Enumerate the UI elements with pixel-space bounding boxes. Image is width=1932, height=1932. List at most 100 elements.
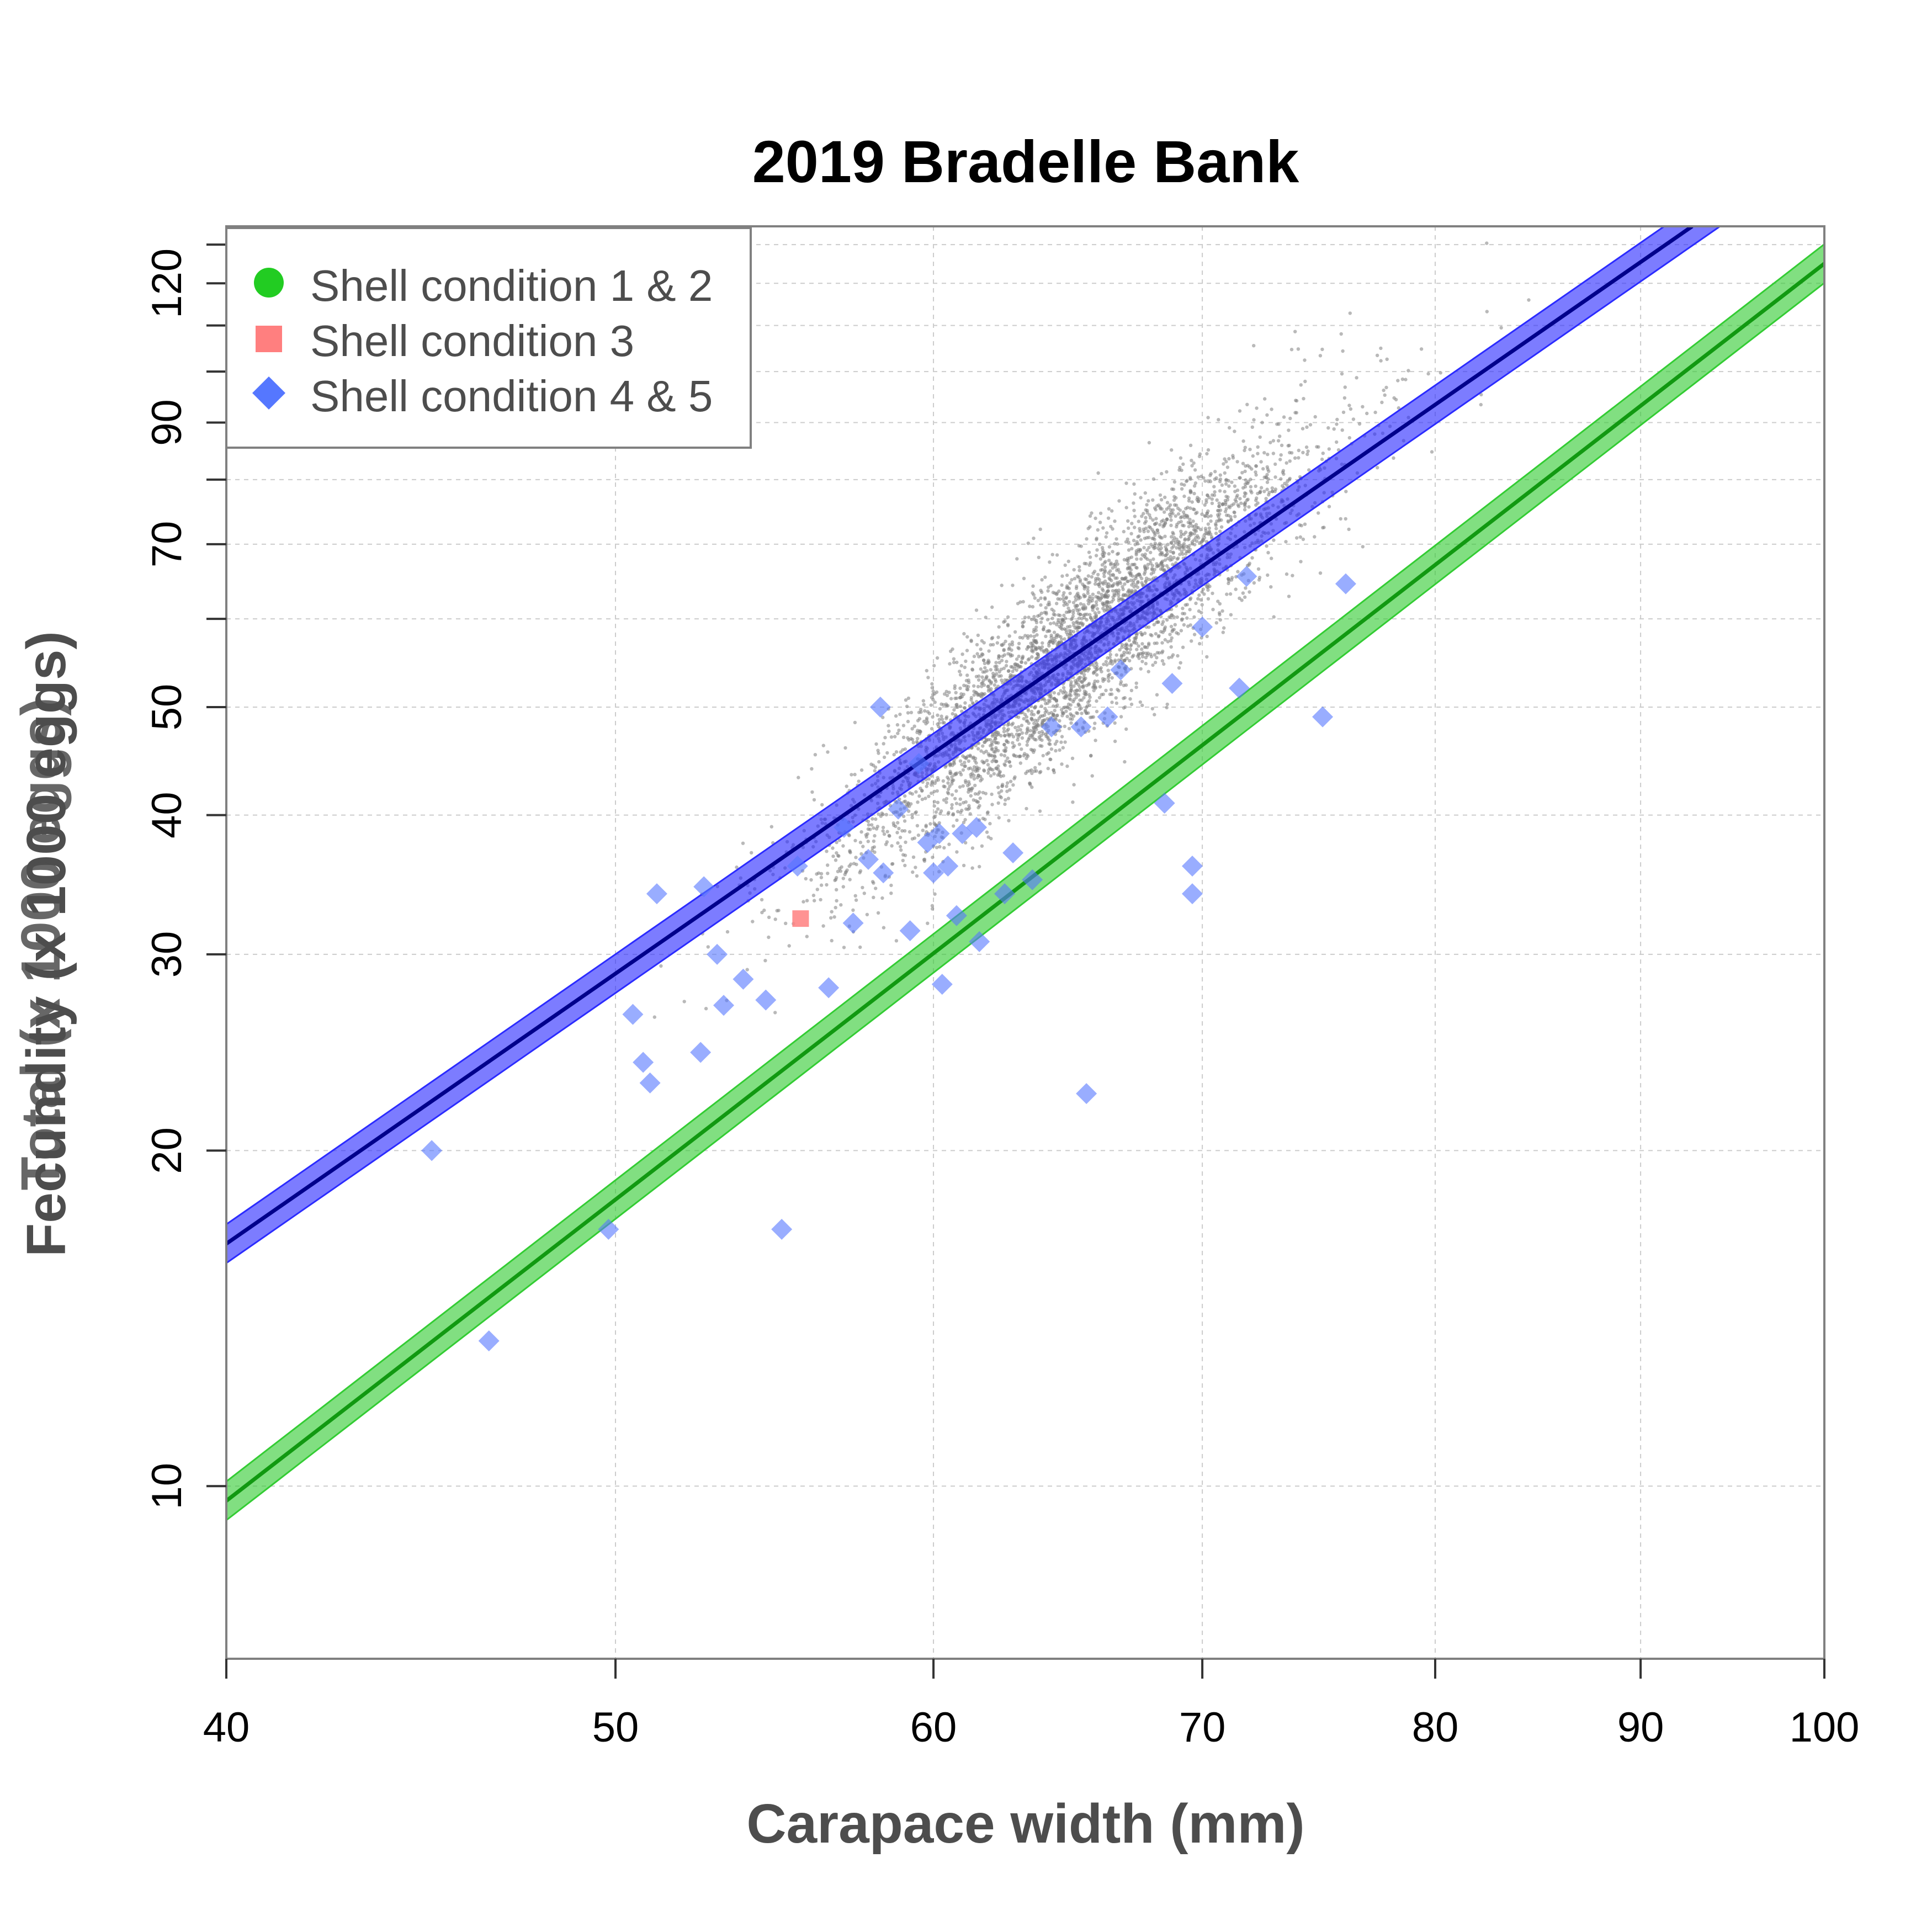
cloud-point bbox=[1227, 579, 1231, 583]
cloud-point bbox=[1051, 591, 1055, 595]
cloud-point bbox=[1380, 400, 1384, 405]
cloud-point bbox=[1080, 712, 1084, 715]
cloud-point bbox=[1118, 648, 1122, 652]
cloud-point bbox=[1017, 755, 1021, 758]
cloud-point bbox=[938, 707, 942, 711]
cloud-point bbox=[1013, 725, 1017, 730]
cloud-point bbox=[956, 810, 960, 814]
cloud-point bbox=[1206, 448, 1211, 452]
cloud-point bbox=[901, 814, 906, 819]
cloud-point bbox=[1017, 641, 1021, 646]
cloud-point bbox=[1198, 528, 1203, 532]
cloud-point bbox=[985, 830, 989, 834]
cloud-point bbox=[996, 785, 1000, 789]
cloud-point bbox=[1171, 653, 1175, 657]
cloud-point bbox=[952, 660, 956, 665]
cloud-point bbox=[1071, 630, 1076, 634]
cloud-point bbox=[1123, 582, 1127, 586]
x-axis-label: Carapace width (mm) bbox=[746, 1793, 1304, 1855]
cloud-point bbox=[1227, 484, 1231, 488]
cloud-point bbox=[834, 858, 838, 862]
cloud-point bbox=[1223, 490, 1227, 493]
cloud-point bbox=[1095, 537, 1098, 540]
cloud-point bbox=[1000, 784, 1004, 788]
cloud-point bbox=[1171, 512, 1175, 516]
cloud-point bbox=[884, 842, 888, 846]
cloud-point bbox=[1107, 507, 1111, 511]
cloud-point bbox=[1332, 427, 1336, 431]
cloud-point bbox=[1106, 668, 1110, 672]
cloud-point bbox=[1194, 601, 1198, 606]
cloud-point bbox=[1119, 715, 1123, 719]
cloud-point bbox=[963, 818, 967, 822]
cloud-point bbox=[1127, 540, 1130, 544]
data-point-diamond bbox=[1154, 792, 1175, 814]
cloud-point bbox=[980, 844, 984, 848]
cloud-point bbox=[1252, 581, 1256, 585]
cloud-point bbox=[1065, 764, 1069, 768]
cloud-point bbox=[899, 848, 903, 852]
cloud-point bbox=[1185, 479, 1189, 482]
cloud-point bbox=[984, 739, 988, 743]
cloud-point bbox=[1206, 514, 1210, 519]
cloud-point bbox=[1077, 625, 1081, 629]
cloud-point bbox=[1019, 660, 1023, 664]
cloud-point bbox=[935, 656, 940, 660]
cloud-point bbox=[1249, 485, 1253, 489]
cloud-point bbox=[1118, 581, 1123, 586]
cloud-point bbox=[1011, 741, 1015, 745]
cloud-point bbox=[980, 777, 984, 781]
cloud-point bbox=[1002, 666, 1006, 670]
cloud-point bbox=[1160, 562, 1164, 566]
cloud-point bbox=[932, 789, 936, 794]
cloud-point bbox=[1062, 603, 1066, 607]
cloud-point bbox=[1093, 721, 1097, 725]
cloud-point bbox=[1059, 689, 1063, 693]
cloud-point bbox=[986, 768, 991, 772]
cloud-point bbox=[948, 784, 952, 788]
cloud-point bbox=[898, 845, 903, 848]
cloud-point bbox=[999, 753, 1004, 757]
cloud-point bbox=[1170, 448, 1174, 452]
cloud-point bbox=[1289, 348, 1294, 352]
cloud-point bbox=[1165, 507, 1169, 511]
cloud-point bbox=[1025, 806, 1028, 811]
cloud-point bbox=[992, 683, 997, 687]
cloud-point bbox=[960, 762, 964, 767]
cloud-point bbox=[1147, 535, 1151, 539]
cloud-point bbox=[1241, 591, 1245, 595]
cloud-point bbox=[1052, 621, 1056, 625]
cloud-point bbox=[831, 854, 835, 858]
cloud-point bbox=[1126, 556, 1130, 560]
cloud-point bbox=[1225, 465, 1230, 469]
cloud-point bbox=[751, 920, 755, 923]
cloud-point bbox=[1148, 559, 1152, 562]
cloud-point bbox=[1071, 621, 1075, 625]
cloud-point bbox=[926, 720, 930, 724]
cloud-point bbox=[994, 668, 998, 672]
cloud-point bbox=[898, 712, 902, 716]
cloud-point bbox=[1376, 466, 1379, 470]
cloud-point bbox=[984, 792, 988, 795]
cloud-point bbox=[1347, 436, 1351, 440]
cloud-point bbox=[1187, 496, 1191, 500]
cloud-point bbox=[762, 908, 766, 912]
cloud-point bbox=[1060, 762, 1064, 766]
cloud-point bbox=[1224, 482, 1228, 486]
cloud-point bbox=[867, 823, 871, 827]
cloud-point bbox=[1042, 625, 1046, 629]
cloud-point bbox=[858, 945, 862, 949]
cloud-point bbox=[1004, 749, 1008, 753]
cloud-point bbox=[992, 772, 996, 776]
cloud-point bbox=[976, 747, 980, 751]
cloud-point bbox=[967, 790, 970, 794]
cloud-point bbox=[1327, 505, 1331, 508]
cloud-point bbox=[980, 675, 984, 679]
cloud-point bbox=[1297, 448, 1301, 453]
cloud-point bbox=[1246, 497, 1250, 501]
cloud-point bbox=[935, 846, 939, 850]
cloud-point bbox=[1116, 542, 1119, 546]
cloud-point bbox=[978, 790, 981, 794]
cloud-point bbox=[1172, 495, 1176, 498]
cloud-point bbox=[857, 779, 861, 783]
